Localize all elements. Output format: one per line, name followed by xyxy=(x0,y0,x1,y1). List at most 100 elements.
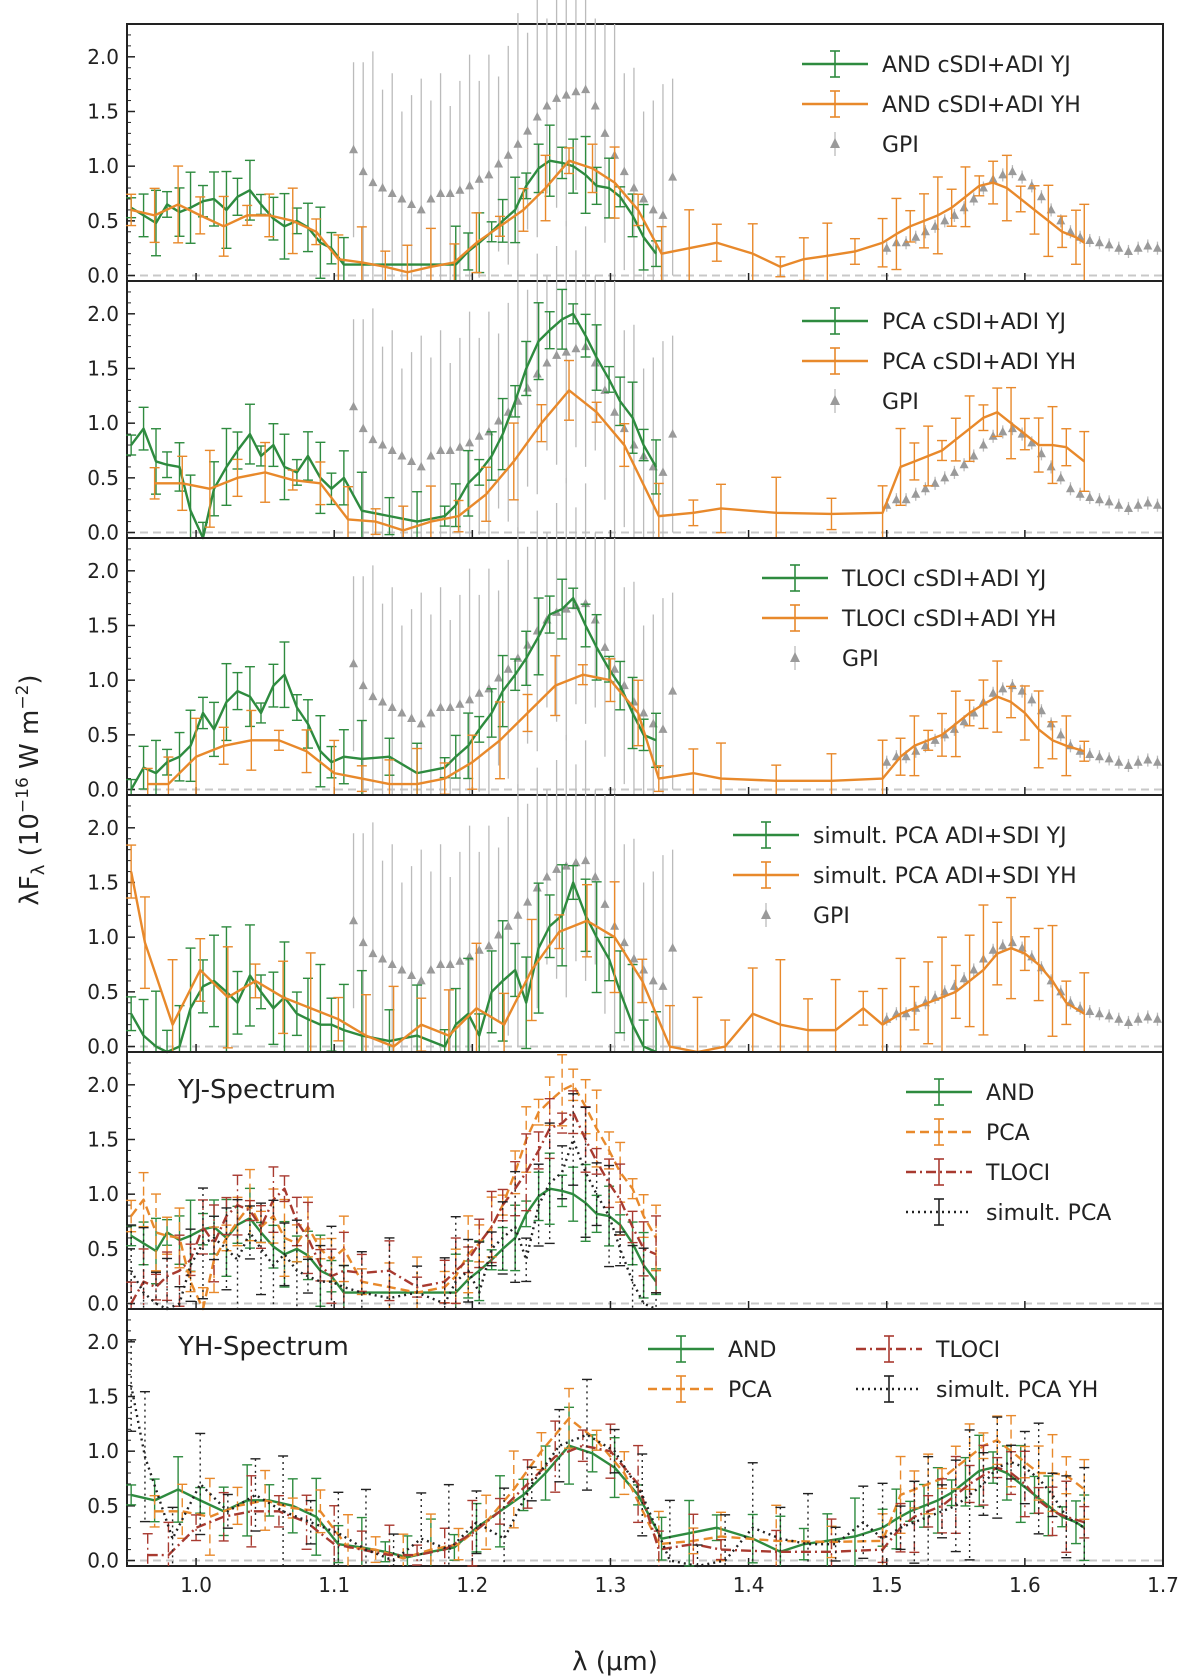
y-tick-label: 1.0 xyxy=(87,925,119,949)
gpi-point xyxy=(474,174,484,183)
gpi-point xyxy=(387,959,397,969)
legend-label: simult. PCA ADI+SDI YJ xyxy=(813,824,1067,849)
gpi-point xyxy=(561,604,571,613)
gpi-point xyxy=(358,166,368,176)
legend-label: AND xyxy=(728,1338,776,1363)
x-tick-label: 1.6 xyxy=(1009,1573,1041,1597)
y-tick-label: 2.0 xyxy=(87,45,119,69)
gpi-point xyxy=(1152,243,1162,252)
gpi-point xyxy=(1133,1014,1143,1023)
legend: simult. PCA ADI+SDI YJ simult. PCA ADI+SD… xyxy=(733,821,1077,929)
gpi-point xyxy=(600,642,610,651)
gpi-point xyxy=(882,243,892,252)
gpi-point xyxy=(1085,1006,1095,1016)
gpi-point xyxy=(920,483,930,493)
gpi-point xyxy=(426,450,436,460)
legend-label: TLOCI xyxy=(985,1161,1050,1186)
gpi-point xyxy=(969,193,979,203)
gpi-point xyxy=(998,683,1008,693)
gpi-point xyxy=(407,199,417,208)
gpi-point xyxy=(503,150,513,159)
y-axis-label: λFλ (10−16 W m−2) xyxy=(13,674,49,905)
gpi-point xyxy=(581,855,591,865)
gpi-point xyxy=(891,494,901,504)
panel-5: 0.0 0.5 1.0 1.5 2.0 YJ-Spectrum AND PCA TLOCI sim… xyxy=(87,1051,1164,1316)
gpi-point xyxy=(901,751,911,761)
series-line xyxy=(147,673,1085,786)
gpi-point xyxy=(494,672,504,682)
panel-frame xyxy=(126,1308,1164,1567)
gpi-point xyxy=(1114,243,1124,252)
gpi-point xyxy=(1007,423,1017,433)
gpi-point xyxy=(397,193,407,203)
gpi-point xyxy=(590,615,600,624)
gpi-point xyxy=(397,964,407,974)
gpi-point xyxy=(668,429,678,438)
y-tick-label: 1.5 xyxy=(87,1384,119,1408)
series-line xyxy=(154,1417,1086,1560)
gpi-point xyxy=(658,467,668,476)
series-line xyxy=(130,159,658,266)
y-tick-label: 0.0 xyxy=(87,264,119,288)
gpi-point xyxy=(969,450,979,460)
gpi-point xyxy=(590,872,600,881)
series-line xyxy=(154,389,1086,532)
gpi-point xyxy=(1133,757,1143,766)
legend: AND cSDI+ADI YJ AND cSDI+ADI YH GPI xyxy=(802,50,1081,158)
gpi-point xyxy=(349,915,359,925)
gpi-point xyxy=(1007,680,1017,690)
gpi-point xyxy=(436,959,446,969)
gpi-point xyxy=(959,459,969,469)
y-tick-label: 1.5 xyxy=(87,356,119,380)
gpi-point xyxy=(474,431,484,440)
series-and xyxy=(126,1406,1090,1567)
gpi-point xyxy=(474,688,484,697)
gpi-point xyxy=(407,970,417,979)
gpi-point xyxy=(358,680,368,690)
gpi-point xyxy=(426,964,436,974)
gpi-point xyxy=(455,699,465,708)
gpi-point xyxy=(1104,1010,1114,1020)
gpi-point xyxy=(1056,986,1066,996)
gpi-point xyxy=(1094,494,1104,504)
gpi-point xyxy=(1133,243,1143,252)
gpi-point xyxy=(610,664,620,673)
legend-label: simult. PCA YH xyxy=(936,1378,1098,1403)
gpi-point xyxy=(523,383,533,392)
series-and-csdi-adi-yh xyxy=(126,143,1090,282)
gpi-point xyxy=(1085,749,1095,759)
gpi-point xyxy=(658,981,668,990)
series-line xyxy=(130,159,1085,274)
gpi-point xyxy=(1056,729,1066,739)
gpi-point xyxy=(610,407,620,416)
legend-label: PCA xyxy=(728,1378,772,1403)
legend-label: TLOCI cSDI+ADI YJ xyxy=(841,567,1046,592)
gpi-point xyxy=(988,431,998,440)
gpi-point xyxy=(1143,241,1153,250)
gpi-point xyxy=(426,193,436,203)
gpi-point xyxy=(387,188,397,198)
y-tick-label: 0.5 xyxy=(87,723,119,747)
legend-label: TLOCI cSDI+ADI YH xyxy=(841,607,1056,632)
gpi-point xyxy=(1075,489,1085,498)
gpi-point xyxy=(581,598,591,608)
gpi-point xyxy=(639,707,649,717)
gpi-point xyxy=(1007,937,1017,947)
gpi-point xyxy=(1094,751,1104,761)
series-simult-pca xyxy=(126,1093,662,1311)
gpi-point xyxy=(407,456,417,465)
gpi-point xyxy=(1133,500,1143,509)
gpi-point xyxy=(658,210,668,219)
gpi-point xyxy=(619,166,629,176)
gpi-point xyxy=(581,84,591,94)
gpi-point xyxy=(494,929,504,939)
legend-label: AND cSDI+ADI YH xyxy=(882,93,1081,118)
gpi-point xyxy=(455,956,465,965)
gpi-point xyxy=(639,964,649,974)
gpi-point xyxy=(436,702,446,712)
gpi-point xyxy=(882,757,892,766)
gpi-point xyxy=(590,358,600,367)
gpi-point xyxy=(445,702,455,712)
gpi-point xyxy=(378,440,388,449)
series-simult-pca-adi-sdi-yj xyxy=(126,864,662,1054)
